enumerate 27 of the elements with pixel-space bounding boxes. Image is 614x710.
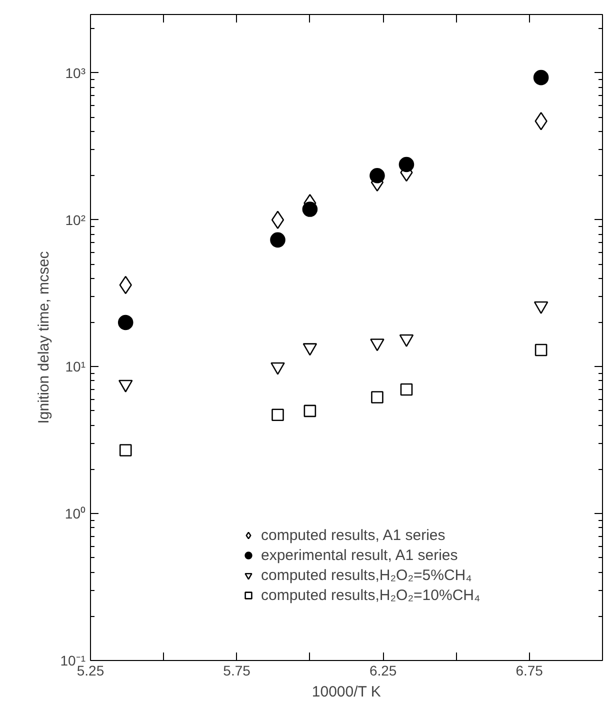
point: [398, 156, 414, 172]
point: [400, 383, 413, 396]
point: [119, 444, 132, 456]
legend-label: computed results,H₂O₂=5%CH₄: [261, 566, 472, 584]
point: [118, 314, 134, 330]
point: [302, 202, 318, 217]
point: [272, 408, 284, 422]
point: [304, 404, 316, 418]
y-tick-label: 10³: [65, 64, 86, 81]
x-tick-label: 5.25: [76, 662, 104, 678]
legend-label: computed results,H₂O₂=10%CH₄: [261, 586, 480, 604]
point: [371, 391, 384, 404]
point: [370, 168, 385, 184]
x-axis-title: 10000/T K: [312, 684, 381, 700]
x-tick-label: 5.75: [223, 662, 251, 678]
y-tick-label: 10⁰: [64, 506, 86, 522]
y-tick-label: 10¹: [65, 358, 86, 375]
y-axis-title: Ignition delay time, mcsec: [35, 250, 52, 424]
point: [270, 232, 286, 248]
x-tick-label: 6.75: [516, 662, 544, 678]
legend-label: computed results, A1 series: [261, 526, 446, 544]
x-tick-label: 6.25: [369, 662, 397, 678]
point: [534, 344, 548, 356]
point: [271, 210, 284, 229]
y-tick-label: 10²: [65, 212, 86, 228]
legend-label: experimental result, A1 series: [261, 546, 458, 564]
point: [533, 70, 549, 86]
